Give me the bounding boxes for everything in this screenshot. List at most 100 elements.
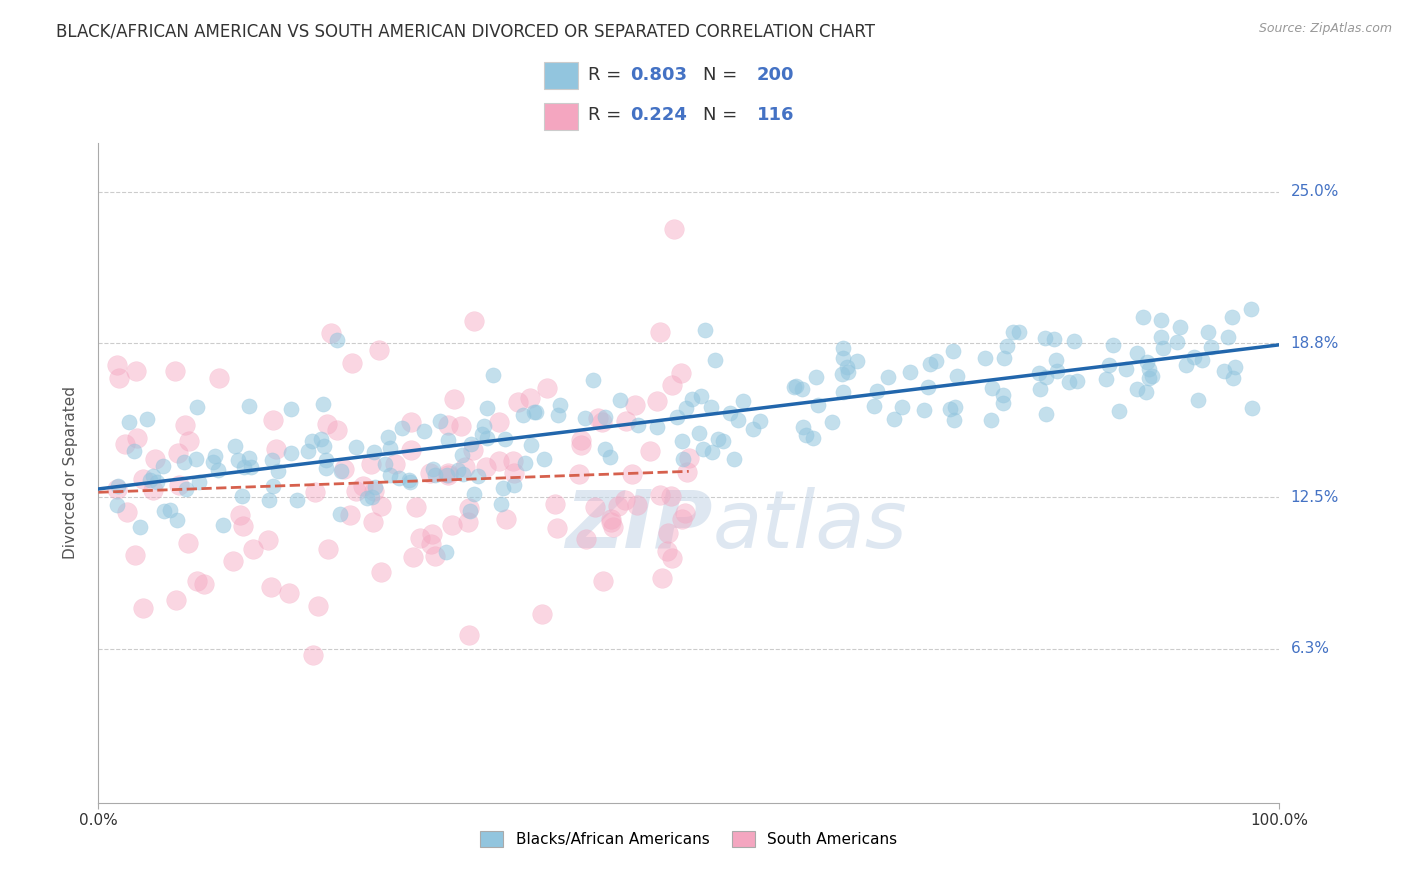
Point [114,437,136,451]
Point [973,351,995,365]
Point [374,457,396,471]
Point [264,442,287,456]
Point [699,401,721,415]
Point [548,398,571,412]
Point [146,475,169,489]
Point [186,574,208,589]
Point [1029,382,1052,396]
Text: 6.3%: 6.3% [1291,641,1330,657]
Point [665,409,688,424]
Point [212,518,235,533]
Point [405,500,427,515]
Point [718,406,741,420]
Point [502,454,524,468]
Point [482,368,505,383]
Text: R =: R = [588,66,627,84]
Point [139,474,162,488]
Point [662,222,685,236]
Point [832,351,855,366]
Point [367,343,389,357]
Point [661,550,683,565]
Point [1035,370,1057,384]
Point [436,467,458,482]
Text: R =: R = [588,106,627,124]
Point [1132,310,1154,324]
Point [1033,331,1056,345]
Point [592,574,614,588]
Point [614,492,637,507]
Point [1166,334,1188,349]
Point [398,475,420,489]
Point [898,365,921,379]
Point [804,370,827,384]
Point [166,513,188,527]
Point [224,439,246,453]
Point [228,508,250,523]
Point [530,607,553,621]
Point [240,459,263,474]
Point [794,428,817,442]
Point [188,475,211,489]
Text: ZIP: ZIP [565,486,713,565]
Point [506,395,529,409]
Point [332,462,354,476]
Point [568,467,591,481]
Point [423,549,446,564]
Point [925,353,948,368]
Point [463,442,485,457]
Point [419,537,441,551]
Point [946,369,969,384]
Point [132,600,155,615]
Point [569,438,592,452]
Point [648,325,671,339]
Point [690,389,713,403]
Point [671,434,693,448]
Point [681,392,703,406]
Point [494,433,516,447]
Point [1046,364,1069,378]
Point [803,431,825,445]
Point [259,492,281,507]
Point [1222,370,1244,384]
Point [943,413,966,427]
Point [153,504,176,518]
Point [177,536,200,550]
Point [657,526,679,541]
Point [1170,320,1192,334]
Point [450,419,472,434]
Point [437,417,460,432]
Point [118,415,141,429]
Point [262,413,284,427]
Point [125,364,148,378]
Point [1222,310,1244,324]
Point [591,415,613,429]
Point [1137,361,1160,376]
Point [671,512,693,526]
Point [599,450,621,464]
Point [792,382,814,396]
Point [302,648,325,662]
Point [650,488,672,502]
Point [167,445,190,459]
Point [942,344,965,359]
Point [1063,334,1085,348]
Point [544,497,567,511]
Text: 200: 200 [756,66,794,84]
Point [451,467,474,481]
Point [980,412,1002,426]
Text: 18.8%: 18.8% [1291,335,1339,351]
Point [285,493,308,508]
Point [467,469,489,483]
Point [257,533,280,547]
Point [620,467,643,481]
Point [519,391,541,405]
Point [458,501,481,516]
Point [339,508,361,523]
Point [1001,325,1024,339]
Point [547,409,569,423]
Point [655,544,678,558]
Point [260,580,283,594]
Point [1150,329,1173,343]
Point [167,478,190,492]
Point [645,419,668,434]
